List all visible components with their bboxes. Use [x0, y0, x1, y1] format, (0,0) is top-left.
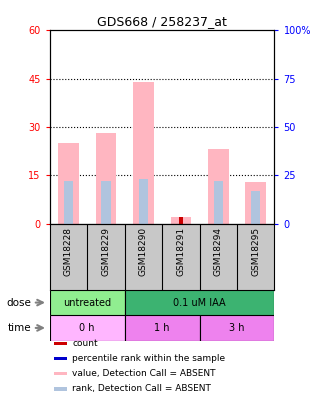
Text: 0 h: 0 h	[80, 323, 95, 333]
Text: GSM18229: GSM18229	[101, 227, 110, 276]
Text: time: time	[7, 323, 31, 333]
Text: GSM18291: GSM18291	[176, 227, 185, 276]
Bar	[179, 217, 183, 224]
Bar	[125, 290, 274, 315]
Bar	[246, 182, 266, 224]
Bar	[64, 181, 73, 224]
Bar	[125, 315, 200, 341]
Text: rank, Detection Call = ABSENT: rank, Detection Call = ABSENT	[72, 384, 211, 393]
Bar	[170, 217, 191, 224]
Text: 0.1 uM IAA: 0.1 uM IAA	[173, 298, 226, 307]
Text: dose: dose	[6, 298, 31, 307]
Bar	[251, 191, 260, 224]
Text: count: count	[72, 339, 98, 348]
Bar	[54, 387, 67, 390]
Text: GSM18295: GSM18295	[251, 227, 260, 276]
Bar	[133, 82, 154, 224]
Bar	[54, 372, 67, 375]
Text: untreated: untreated	[63, 298, 111, 307]
Bar	[50, 315, 125, 341]
Bar	[54, 342, 67, 345]
Text: percentile rank within the sample: percentile rank within the sample	[72, 354, 225, 363]
Text: value, Detection Call = ABSENT: value, Detection Call = ABSENT	[72, 369, 216, 378]
Text: 3 h: 3 h	[229, 323, 245, 333]
Text: GSM18228: GSM18228	[64, 227, 73, 276]
Bar	[96, 133, 116, 224]
Text: GSM18290: GSM18290	[139, 227, 148, 276]
Bar	[139, 179, 148, 224]
Bar	[58, 143, 79, 224]
Bar	[200, 315, 274, 341]
Bar	[101, 181, 110, 224]
Bar	[208, 149, 229, 224]
Bar	[54, 357, 67, 360]
Text: GSM18294: GSM18294	[214, 227, 223, 276]
Text: 1 h: 1 h	[154, 323, 170, 333]
Bar	[214, 181, 223, 224]
Bar	[50, 290, 125, 315]
Title: GDS668 / 258237_at: GDS668 / 258237_at	[97, 15, 227, 28]
